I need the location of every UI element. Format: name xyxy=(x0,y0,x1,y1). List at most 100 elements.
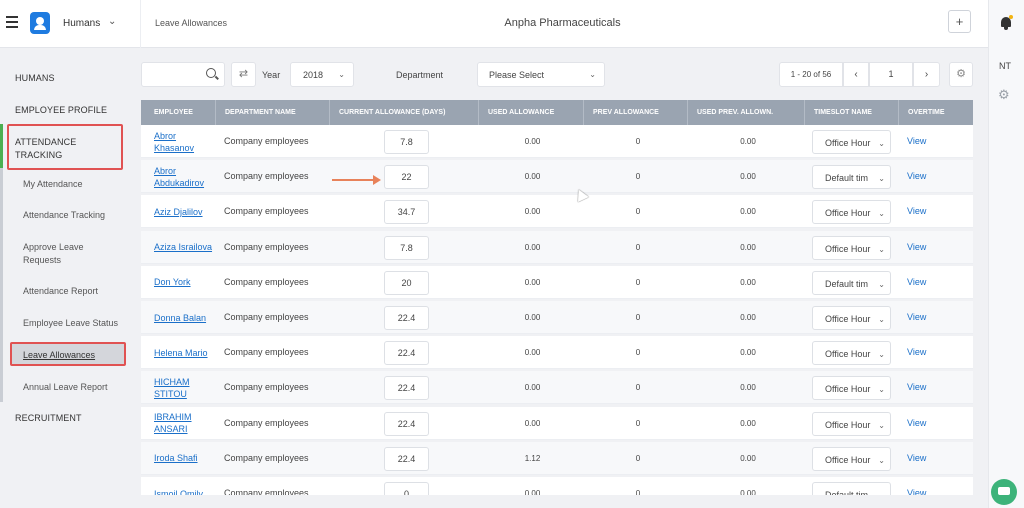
used-allowance-cell: 0.00 xyxy=(524,489,541,495)
sidebar-item-recruitment[interactable]: RECRUITMENT xyxy=(15,413,82,423)
employee-name-link[interactable]: Ismoil Omilv xyxy=(154,477,220,496)
sidebar-item-attendance-tracking[interactable]: ATTENDANCE TRACKING xyxy=(15,137,76,160)
sidebar-item-humans[interactable]: HUMANS xyxy=(15,73,55,83)
column-header-current-allowance[interactable]: CURRENT ALLOWANCE (DAYS) xyxy=(329,100,478,125)
prev-page-button[interactable]: ‹ xyxy=(843,62,869,87)
used-allowance-cell: 0.00 xyxy=(524,277,541,287)
overtime-view-link[interactable]: View xyxy=(907,276,927,287)
overtime-view-link[interactable]: View xyxy=(907,347,927,358)
column-header-overtime[interactable]: OVERTIME xyxy=(898,100,973,125)
timeslot-select[interactable]: Default tim ⌄ xyxy=(812,482,891,495)
employee-name-line: Aziza Israilova xyxy=(154,242,213,253)
employee-name-link[interactable]: IBRAHIM ANSARI xyxy=(154,407,220,440)
used-prev-allowance-cell: 0.00 xyxy=(740,418,756,428)
employee-table: Abror Khasanov Company employees 7.8 0.00 0 0.… xyxy=(141,125,973,495)
year-select[interactable]: 2018 ⌄ xyxy=(290,62,354,87)
current-allowance-input[interactable]: 22.4 xyxy=(384,376,429,401)
timeslot-select[interactable]: Office Hour ⌄ xyxy=(812,446,891,471)
current-allowance-input[interactable]: 34.7 xyxy=(384,200,429,225)
employee-name-link[interactable]: Helena Mario xyxy=(154,336,220,369)
column-header-department[interactable]: DEPARTMENT NAME xyxy=(215,100,329,125)
employee-name-link[interactable]: Iroda Shafi xyxy=(154,442,220,475)
department-cell: Company employees xyxy=(224,136,309,146)
employee-name-link[interactable]: Don York xyxy=(154,266,220,299)
timeslot-select[interactable]: Default tim ⌄ xyxy=(812,270,891,295)
used-prev-allowance-cell: 0.00 xyxy=(740,137,756,146)
sidebar-item-leave-allowances[interactable]: Leave Allowances xyxy=(23,350,96,360)
hamburger-menu-icon[interactable] xyxy=(6,16,18,28)
overtime-view-link[interactable]: View xyxy=(907,171,927,182)
overtime-view-link[interactable]: View xyxy=(907,241,927,252)
timeslot-select[interactable]: Office Hour ⌄ xyxy=(812,235,891,260)
search-input[interactable] xyxy=(141,62,225,87)
sidebar-item-approve-leave[interactable]: Approve Leave Requests xyxy=(23,242,84,265)
timeslot-select[interactable]: Office Hour ⌄ xyxy=(812,376,891,401)
add-button[interactable]: + xyxy=(948,10,971,33)
sidebar-item-my-attendance[interactable]: My Attendance xyxy=(23,179,83,189)
used-prev-allowance-cell: 0.00 xyxy=(740,172,756,182)
chevron-down-icon[interactable]: ⌄ xyxy=(108,16,117,27)
current-allowance-input[interactable]: 22.4 xyxy=(384,411,429,436)
current-allowance-input[interactable]: 20 xyxy=(384,270,429,295)
column-header-timeslot[interactable]: TIMESLOT NAME xyxy=(804,100,898,125)
current-allowance-input[interactable]: 22.4 xyxy=(384,306,429,330)
current-allowance-input[interactable]: 7.8 xyxy=(384,235,429,260)
sidebar-item-attendance-report[interactable]: Attendance Report xyxy=(23,286,99,296)
sidebar-item-annual-leave-report[interactable]: Annual Leave Report xyxy=(23,382,108,392)
swap-arrows-icon[interactable]: ⇄ xyxy=(231,62,256,87)
current-allowance-input[interactable]: 22.4 xyxy=(384,446,429,471)
sidebar-item-employee-leave-status[interactable]: Employee Leave Status xyxy=(23,318,119,328)
sidebar-item-employee-profile[interactable]: EMPLOYEE PROFILE xyxy=(15,105,108,115)
overtime-view-link[interactable]: View xyxy=(907,417,927,428)
used-allowance-cell: 0.00 xyxy=(524,313,541,322)
column-header-employee[interactable]: EMPLOYEE xyxy=(154,109,193,116)
used-allowance-cell: 0.00 xyxy=(524,207,541,217)
chevron-down-icon: ⌄ xyxy=(878,209,885,219)
overtime-view-link[interactable]: View xyxy=(907,382,927,393)
sidebar-item-label: Requests xyxy=(23,255,62,265)
timeslot-value: Default tim xyxy=(825,173,869,184)
used-allowance-cell: 0.00 xyxy=(524,383,541,393)
column-header-used-prev[interactable]: USED PREV. ALLOWN. xyxy=(687,100,804,125)
timeslot-select[interactable]: Default tim ⌄ xyxy=(812,165,891,190)
chevron-down-icon: ⌄ xyxy=(878,244,885,254)
current-allowance-input[interactable]: 7.8 xyxy=(384,130,429,154)
timeslot-select[interactable]: Office Hour ⌄ xyxy=(812,411,891,436)
employee-name-link[interactable]: Abror Abdukadirov xyxy=(154,160,220,193)
overtime-view-link[interactable]: View xyxy=(907,452,927,463)
gear-icon[interactable]: ⚙ xyxy=(998,87,1010,102)
department-cell: Company employees xyxy=(224,417,309,428)
page-number-input[interactable]: 1 xyxy=(869,62,913,87)
settings-gear-icon[interactable]: ⚙ xyxy=(949,62,973,87)
timeslot-select[interactable]: Office Hour ⌄ xyxy=(812,306,891,330)
app-logo-icon[interactable] xyxy=(30,12,50,34)
overtime-view-link[interactable]: View xyxy=(907,136,927,146)
employee-name-link[interactable]: Abror Khasanov xyxy=(154,125,220,158)
next-page-button[interactable]: › xyxy=(913,62,940,87)
module-switcher[interactable]: Humans xyxy=(63,18,101,29)
current-allowance-input[interactable]: 22.4 xyxy=(384,341,429,366)
employee-name-link[interactable]: Aziza Israilova xyxy=(154,231,220,264)
overtime-view-link[interactable]: View xyxy=(907,312,927,322)
overtime-view-link[interactable]: View xyxy=(907,206,927,217)
timeslot-select[interactable]: Office Hour ⌄ xyxy=(812,130,891,154)
column-header-used-allowance[interactable]: USED ALLOWANCE xyxy=(478,100,583,125)
employee-name-line: Abror xyxy=(154,130,177,141)
user-avatar[interactable]: NT xyxy=(999,61,1011,71)
timeslot-select[interactable]: Office Hour ⌄ xyxy=(812,200,891,225)
current-allowance-input[interactable]: 0 xyxy=(384,482,429,495)
column-header-prev-allowance[interactable]: PREV ALLOWANCE xyxy=(583,100,687,125)
overtime-view-link[interactable]: View xyxy=(907,488,927,495)
notification-bell-icon[interactable] xyxy=(1000,15,1013,30)
chat-bubble-icon[interactable] xyxy=(991,479,1017,505)
timeslot-select[interactable]: Office Hour ⌄ xyxy=(812,341,891,366)
employee-name-link[interactable]: Donna Balan xyxy=(154,301,220,334)
prev-allowance-cell: 0 xyxy=(635,207,641,217)
search-icon[interactable] xyxy=(206,68,216,78)
employee-name-link[interactable]: Aziz Djalilov xyxy=(154,195,220,228)
employee-name-link[interactable]: HICHAM STITOU xyxy=(154,371,220,404)
current-allowance-input[interactable]: 22 xyxy=(384,165,429,190)
department-select[interactable]: Please Select ⌄ xyxy=(477,62,605,87)
sidebar-item-attendance-tracking-sub[interactable]: Attendance Tracking xyxy=(23,210,106,220)
sidebar-item-label: Approve Leave xyxy=(23,242,84,252)
